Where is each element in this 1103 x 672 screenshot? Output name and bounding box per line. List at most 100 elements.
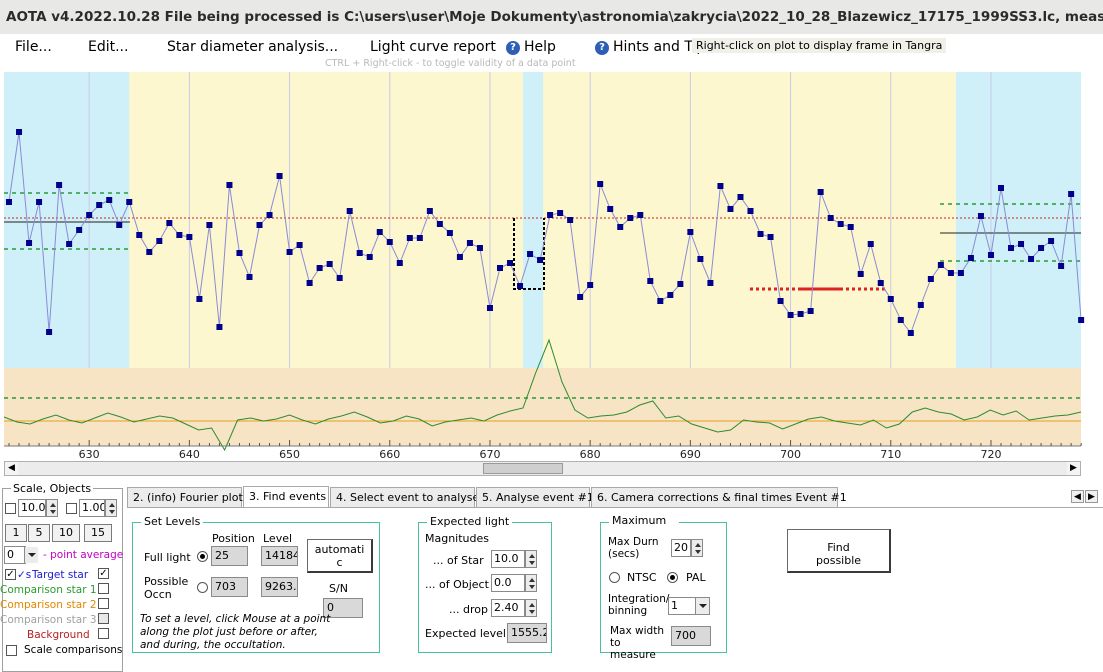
scroll-thumb[interactable]	[483, 463, 563, 474]
data-point	[817, 189, 824, 195]
x-tick-label: 640	[179, 448, 200, 461]
data-point	[496, 265, 503, 271]
target-star-left-checkbox[interactable]: ✓	[5, 569, 16, 580]
data-point	[6, 199, 13, 205]
data-point	[507, 260, 514, 266]
scale-btn-5[interactable]: 5	[28, 524, 50, 542]
x-tick-label: 650	[279, 448, 300, 461]
scale-input[interactable]: 10.0	[18, 499, 46, 517]
plot-scrollbar[interactable]: ◀ ▶	[4, 461, 1081, 476]
data-point	[376, 229, 383, 235]
data-point	[827, 215, 834, 221]
data-point	[126, 199, 133, 205]
ntsc-radio[interactable]	[609, 572, 620, 583]
data-point	[887, 296, 894, 302]
plot-right-margin	[1081, 72, 1103, 461]
integration-dropdown-icon[interactable]	[695, 598, 709, 614]
find-possible-label: Find possible	[816, 541, 862, 567]
menu-edit[interactable]: Edit...	[88, 39, 129, 55]
max-durn-spinner[interactable]	[691, 539, 703, 557]
target-star-checkbox[interactable]: ✓	[98, 568, 109, 579]
full-light-label: Full light	[144, 551, 191, 564]
scale-btn-15[interactable]: 15	[84, 524, 112, 542]
menu-star-diameter[interactable]: Star diameter analysis...	[167, 39, 339, 55]
scroll-right-icon[interactable]: ▶	[1067, 462, 1080, 475]
scale2-spinner[interactable]	[105, 499, 117, 517]
of-object-input[interactable]: 0.0	[491, 574, 525, 592]
tab-fourier-plot[interactable]: 2. (info) Fourier plot	[127, 487, 243, 507]
data-point	[787, 312, 794, 318]
scale-checkbox[interactable]	[5, 503, 16, 514]
automatic-button[interactable]: automatic	[307, 539, 373, 573]
target-star-prefix: ✓s	[17, 569, 32, 581]
data-point	[276, 173, 283, 179]
magnitudes-label: Magnitudes	[425, 532, 490, 545]
max-durn-input[interactable]: 20	[671, 539, 691, 557]
x-tick-label: 680	[580, 448, 601, 461]
data-point	[346, 208, 353, 214]
scale-spinner[interactable]	[46, 499, 58, 517]
of-star-spinner[interactable]	[525, 550, 537, 568]
menu-file[interactable]: File...	[15, 39, 52, 55]
max-duration-section: Maximum duration Max Durn (secs) 20 NTSC…	[600, 515, 727, 661]
pal-radio[interactable]	[667, 572, 678, 583]
data-point	[436, 221, 443, 227]
tab-find-events[interactable]: 3. Find events	[243, 486, 329, 508]
scroll-left-icon[interactable]: ◀	[5, 462, 18, 475]
data-point	[687, 229, 694, 235]
data-point	[66, 241, 73, 247]
comparison-star-1-checkbox[interactable]	[98, 583, 109, 594]
menu-help[interactable]: ? Help	[506, 39, 556, 55]
comparison-star-2-checkbox[interactable]	[98, 598, 109, 609]
background-checkbox[interactable]	[98, 628, 109, 639]
data-point	[216, 324, 223, 330]
scale-comparisons-checkbox[interactable]	[6, 645, 17, 656]
data-point	[26, 240, 33, 246]
plot-baseline-region-right	[543, 72, 956, 368]
data-point	[406, 235, 413, 241]
drop-spinner[interactable]	[525, 599, 537, 617]
data-point	[1058, 263, 1065, 269]
scale-btn-1[interactable]: 1	[5, 524, 27, 542]
tooltip: Right-click on plot to display frame in …	[692, 38, 947, 53]
scale2-input[interactable]: 1.00	[79, 499, 105, 517]
light-curve-svg[interactable]: 630 640 650 660 670 680 690 700 710 720	[0, 72, 1103, 461]
data-point	[907, 330, 914, 336]
of-star-label: ... of Star	[433, 554, 484, 567]
x-tick-label: 720	[980, 448, 1001, 461]
data-point	[857, 271, 864, 277]
data-point	[667, 292, 674, 298]
full-light-radio[interactable]	[197, 551, 208, 562]
light-curve-plot[interactable]: 630 640 650 660 670 680 690 700 710 720	[0, 72, 1103, 461]
data-point	[226, 182, 233, 188]
data-point	[1068, 191, 1075, 197]
tab-select-event[interactable]: 4. Select event to analyse	[330, 487, 479, 507]
tab-scroll-right-icon[interactable]: ▶	[1085, 490, 1098, 503]
comparison-star-3-checkbox[interactable]	[98, 613, 109, 624]
tab-analyse-event[interactable]: 5. Analyse event #1	[476, 487, 594, 507]
find-possible-button[interactable]: Find possible	[787, 529, 891, 573]
of-star-input[interactable]: 10.0	[491, 550, 525, 568]
data-point	[637, 212, 644, 218]
point-average-dropdown-icon[interactable]	[24, 547, 38, 563]
help-icon: ?	[506, 41, 520, 55]
data-point	[296, 242, 303, 248]
scale2-checkbox[interactable]	[66, 503, 77, 514]
sn-value: 0	[323, 598, 363, 618]
data-point	[597, 181, 604, 187]
drop-input[interactable]: 2.40	[491, 599, 525, 617]
scale-objects-panel: Scale, Objects 10.0 1.00 1 5 10 15 0 - p…	[0, 482, 123, 672]
of-object-spinner[interactable]	[525, 574, 537, 592]
comparison-star-1-label: Comparison star 1	[0, 584, 97, 596]
point-average-input[interactable]: 0	[4, 546, 26, 564]
tab-scroll-left-icon[interactable]: ◀	[1071, 490, 1084, 503]
menu-light-curve-report[interactable]: Light curve report	[370, 39, 496, 55]
possible-occn-radio[interactable]	[197, 582, 208, 593]
data-point	[46, 329, 53, 335]
scale-btn-10[interactable]: 10	[52, 524, 80, 542]
data-point	[1078, 317, 1085, 323]
data-point	[767, 234, 774, 240]
automatic-button-label: automatic	[314, 543, 365, 569]
data-point	[156, 238, 163, 244]
tab-camera-corrections[interactable]: 6. Camera corrections & final times Even…	[591, 487, 847, 507]
